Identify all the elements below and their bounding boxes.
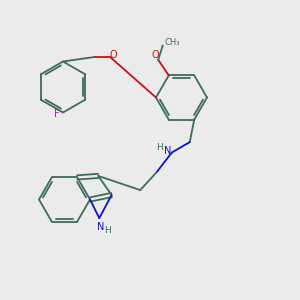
Text: H: H bbox=[156, 143, 163, 152]
Text: O: O bbox=[110, 50, 118, 60]
Text: N: N bbox=[164, 146, 171, 156]
Text: H: H bbox=[104, 226, 111, 235]
Text: F: F bbox=[54, 109, 59, 119]
Text: O: O bbox=[152, 50, 159, 60]
Text: CH₃: CH₃ bbox=[164, 38, 179, 47]
Text: N: N bbox=[97, 221, 104, 232]
